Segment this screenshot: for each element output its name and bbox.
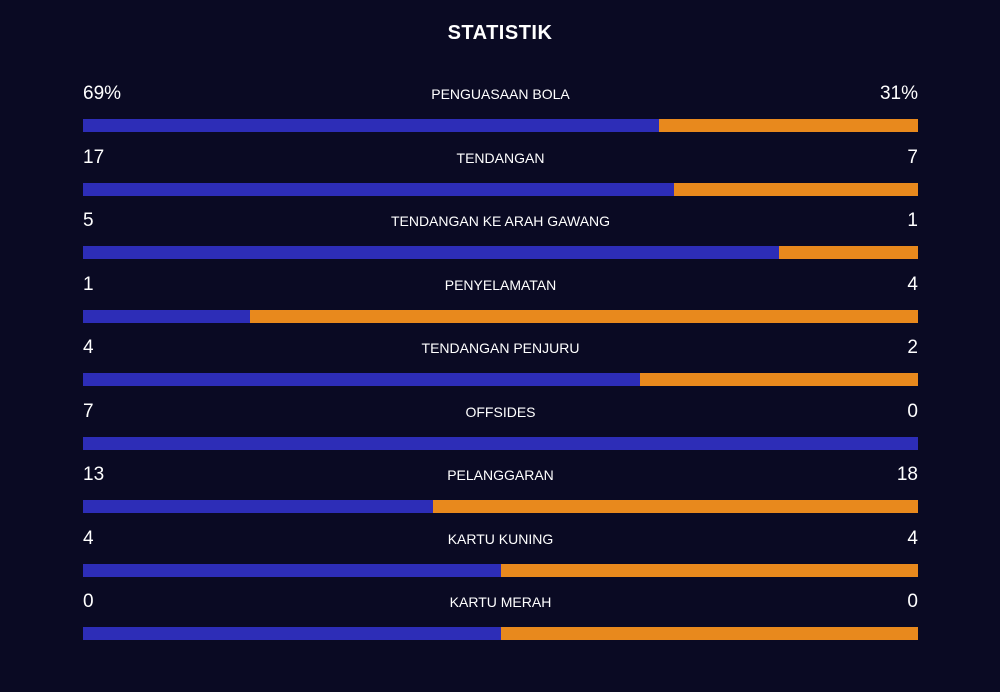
home-bar-segment xyxy=(83,500,434,513)
away-bar-segment xyxy=(674,182,918,196)
stat-row-yellow-cards: 4 KARTU KUNING 4 xyxy=(83,525,918,589)
away-value: 0 xyxy=(907,400,918,422)
comparison-bar xyxy=(83,436,918,450)
away-bar-segment xyxy=(433,500,918,513)
home-bar-segment xyxy=(83,373,640,386)
stat-label: TENDANGAN KE ARAH GAWANG xyxy=(390,213,611,229)
away-value: 31% xyxy=(879,83,918,104)
away-value: 4 xyxy=(907,273,918,295)
stat-row-offsides: 7 OFFSIDES 0 xyxy=(83,398,918,462)
statistics-list: 69% PENGUASAAN BOLA 31% 17 TENDANGAN 7 5… xyxy=(83,80,918,652)
comparison-bar xyxy=(83,246,918,259)
stat-label: KARTU MERAH xyxy=(449,594,552,610)
home-value: 7 xyxy=(83,400,94,422)
stat-label: PELANGGARAN xyxy=(447,467,554,483)
away-value: 4 xyxy=(907,527,918,549)
home-value: 4 xyxy=(83,527,94,549)
comparison-bar xyxy=(83,500,918,513)
stat-row-fouls: 13 PELANGGARAN 18 xyxy=(83,461,918,525)
stat-label: TENDANGAN xyxy=(456,149,545,166)
stat-label: KARTU KUNING xyxy=(447,530,554,547)
away-value: 0 xyxy=(907,591,918,612)
statistics-title: STATISTIK xyxy=(447,22,553,44)
away-value: 1 xyxy=(907,210,918,231)
away-value: 7 xyxy=(907,146,918,168)
home-bar-segment xyxy=(83,119,660,132)
away-bar-segment xyxy=(778,246,918,259)
away-bar-segment xyxy=(250,309,918,323)
stat-row-saves: 1 PENYELAMATAN 4 xyxy=(83,271,918,335)
home-value: 13 xyxy=(83,464,105,485)
comparison-bar xyxy=(83,182,918,196)
stat-row-shots-on-target: 5 TENDANGAN KE ARAH GAWANG 1 xyxy=(83,207,918,271)
home-value: 4 xyxy=(83,337,94,358)
home-bar-segment xyxy=(83,246,779,259)
home-bar-segment xyxy=(83,436,918,450)
away-bar-segment xyxy=(500,563,918,577)
away-bar-segment xyxy=(500,627,918,640)
away-value: 2 xyxy=(907,337,918,358)
away-value: 18 xyxy=(896,464,918,485)
comparison-bar xyxy=(83,119,918,132)
comparison-bar xyxy=(83,373,918,386)
away-bar-segment xyxy=(639,373,918,386)
stat-label: PENGUASAAN BOLA xyxy=(431,86,570,102)
home-value: 69% xyxy=(83,83,122,104)
home-value: 5 xyxy=(83,210,94,231)
home-bar-segment xyxy=(83,627,501,640)
home-value: 0 xyxy=(83,591,94,612)
comparison-bar xyxy=(83,309,918,323)
stat-label: PENYELAMATAN xyxy=(444,276,557,293)
home-bar-segment xyxy=(83,182,675,196)
home-value: 17 xyxy=(83,146,105,168)
stat-label: TENDANGAN PENJURU xyxy=(421,340,580,356)
home-bar-segment xyxy=(83,563,501,577)
home-bar-segment xyxy=(83,309,250,323)
comparison-bar xyxy=(83,627,918,640)
stat-row-shots: 17 TENDANGAN 7 xyxy=(83,144,918,208)
stat-label: OFFSIDES xyxy=(465,403,536,420)
comparison-bar xyxy=(83,563,918,577)
stat-row-corners: 4 TENDANGAN PENJURU 2 xyxy=(83,334,918,398)
stat-row-possession: 69% PENGUASAAN BOLA 31% xyxy=(83,80,918,144)
away-bar-segment xyxy=(659,119,918,132)
home-value: 1 xyxy=(83,273,94,295)
stat-row-red-cards: 0 KARTU MERAH 0 xyxy=(83,588,918,652)
